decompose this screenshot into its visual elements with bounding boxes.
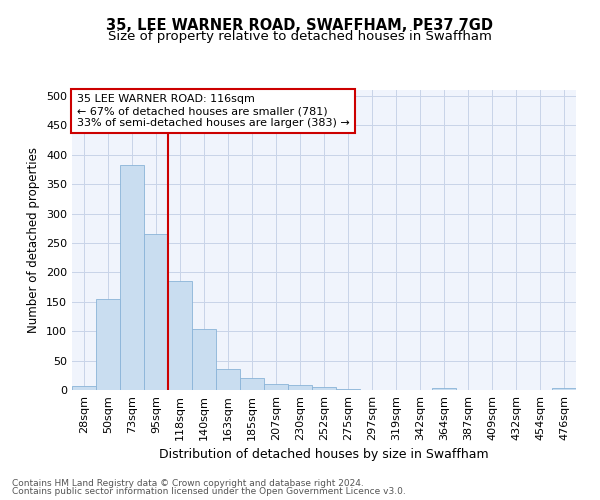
X-axis label: Distribution of detached houses by size in Swaffham: Distribution of detached houses by size … — [159, 448, 489, 462]
Text: 35, LEE WARNER ROAD, SWAFFHAM, PE37 7GD: 35, LEE WARNER ROAD, SWAFFHAM, PE37 7GD — [107, 18, 493, 32]
Bar — [312, 387, 336, 390]
Bar — [192, 330, 216, 390]
Bar — [240, 378, 264, 390]
Y-axis label: Number of detached properties: Number of detached properties — [28, 147, 40, 333]
Bar — [264, 384, 288, 390]
Bar — [96, 299, 120, 390]
Bar — [216, 369, 240, 390]
Bar — [72, 386, 96, 390]
Bar — [120, 164, 144, 390]
Text: 35 LEE WARNER ROAD: 116sqm
← 67% of detached houses are smaller (781)
33% of sem: 35 LEE WARNER ROAD: 116sqm ← 67% of deta… — [77, 94, 350, 128]
Text: Size of property relative to detached houses in Swaffham: Size of property relative to detached ho… — [108, 30, 492, 43]
Text: Contains HM Land Registry data © Crown copyright and database right 2024.: Contains HM Land Registry data © Crown c… — [12, 478, 364, 488]
Bar — [336, 389, 360, 390]
Bar — [168, 281, 192, 390]
Bar — [288, 386, 312, 390]
Bar — [432, 388, 456, 390]
Bar — [552, 388, 576, 390]
Bar — [144, 234, 168, 390]
Text: Contains public sector information licensed under the Open Government Licence v3: Contains public sector information licen… — [12, 487, 406, 496]
